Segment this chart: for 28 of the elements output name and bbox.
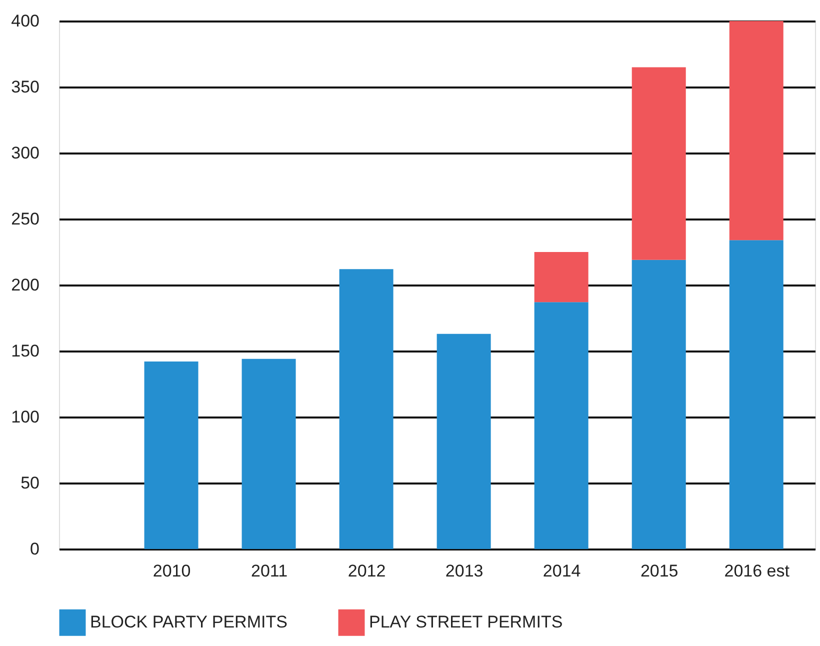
bar bbox=[534, 302, 588, 549]
y-tick-label: 0 bbox=[30, 540, 40, 558]
x-tick-label: 2014 bbox=[542, 562, 581, 580]
y-tick-label: 350 bbox=[11, 78, 40, 96]
x-tick-label: 2013 bbox=[445, 562, 484, 580]
x-tick-label: 2015 bbox=[640, 562, 678, 580]
bar bbox=[339, 269, 394, 549]
legend-label: PLAY STREET PERMITS bbox=[369, 612, 563, 632]
y-tick-label: 150 bbox=[11, 342, 40, 360]
legend-label: BLOCK PARTY PERMITS bbox=[90, 612, 288, 632]
x-tick-label: 2010 bbox=[152, 562, 191, 580]
bar bbox=[242, 358, 296, 549]
bar bbox=[534, 252, 588, 302]
bar bbox=[729, 21, 784, 240]
y-tick-label: 50 bbox=[20, 474, 40, 492]
y-tick-label: 300 bbox=[11, 144, 40, 162]
y-tick-label: 200 bbox=[11, 276, 40, 294]
y-tick-label: 250 bbox=[11, 210, 40, 228]
bar bbox=[632, 260, 686, 549]
bar bbox=[436, 334, 491, 549]
x-tick-label: 2016 est bbox=[724, 562, 790, 580]
y-tick-label: 400 bbox=[11, 12, 40, 30]
y-tick-label: 100 bbox=[11, 408, 40, 426]
bar bbox=[632, 67, 686, 260]
bar bbox=[729, 240, 784, 549]
bar bbox=[144, 362, 198, 549]
x-tick-label: 2011 bbox=[251, 562, 288, 580]
x-tick-label: 2012 bbox=[348, 562, 386, 580]
